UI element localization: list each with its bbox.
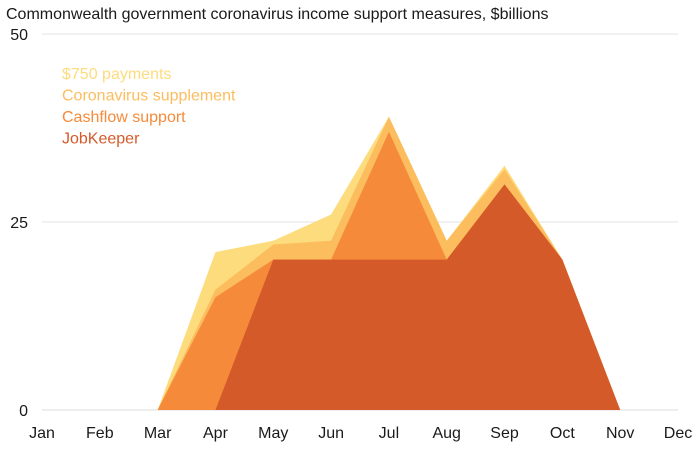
legend-item: Coronavirus supplement xyxy=(62,88,236,105)
x-tick-label: Apr xyxy=(203,425,229,442)
x-tick-label: Aug xyxy=(432,425,460,442)
x-tick-label: Mar xyxy=(144,425,172,442)
legend: $750 payments Coronavirus supplement Cashf… xyxy=(62,66,236,148)
y-tick-label: 25 xyxy=(10,215,28,232)
y-tick-label: 0 xyxy=(19,403,28,420)
x-tick-label: Jun xyxy=(318,425,344,442)
x-tick-label: Nov xyxy=(606,425,634,442)
legend-item: Cashflow support xyxy=(62,109,186,126)
legend-item: JobKeeper xyxy=(62,131,140,148)
x-axis: Jan Feb Mar Apr May Jun Jul Aug Sep Oct Nov Dec xyxy=(29,425,692,442)
x-tick-label: Jul xyxy=(379,425,399,442)
x-tick-label: Feb xyxy=(86,425,114,442)
area-jobkeeper xyxy=(42,184,678,410)
legend-item: $750 payments xyxy=(62,66,171,83)
x-tick-label: May xyxy=(258,425,288,442)
x-tick-label: Dec xyxy=(664,425,692,442)
x-tick-label: Oct xyxy=(550,425,575,442)
x-tick-label: Sep xyxy=(490,425,519,442)
y-axis: 0 25 50 xyxy=(10,27,28,420)
chart-title: Commonwealth government coronavirus inco… xyxy=(6,6,548,23)
area-series xyxy=(42,116,678,410)
y-tick-label: 50 xyxy=(10,27,28,44)
x-tick-label: Jan xyxy=(29,425,55,442)
